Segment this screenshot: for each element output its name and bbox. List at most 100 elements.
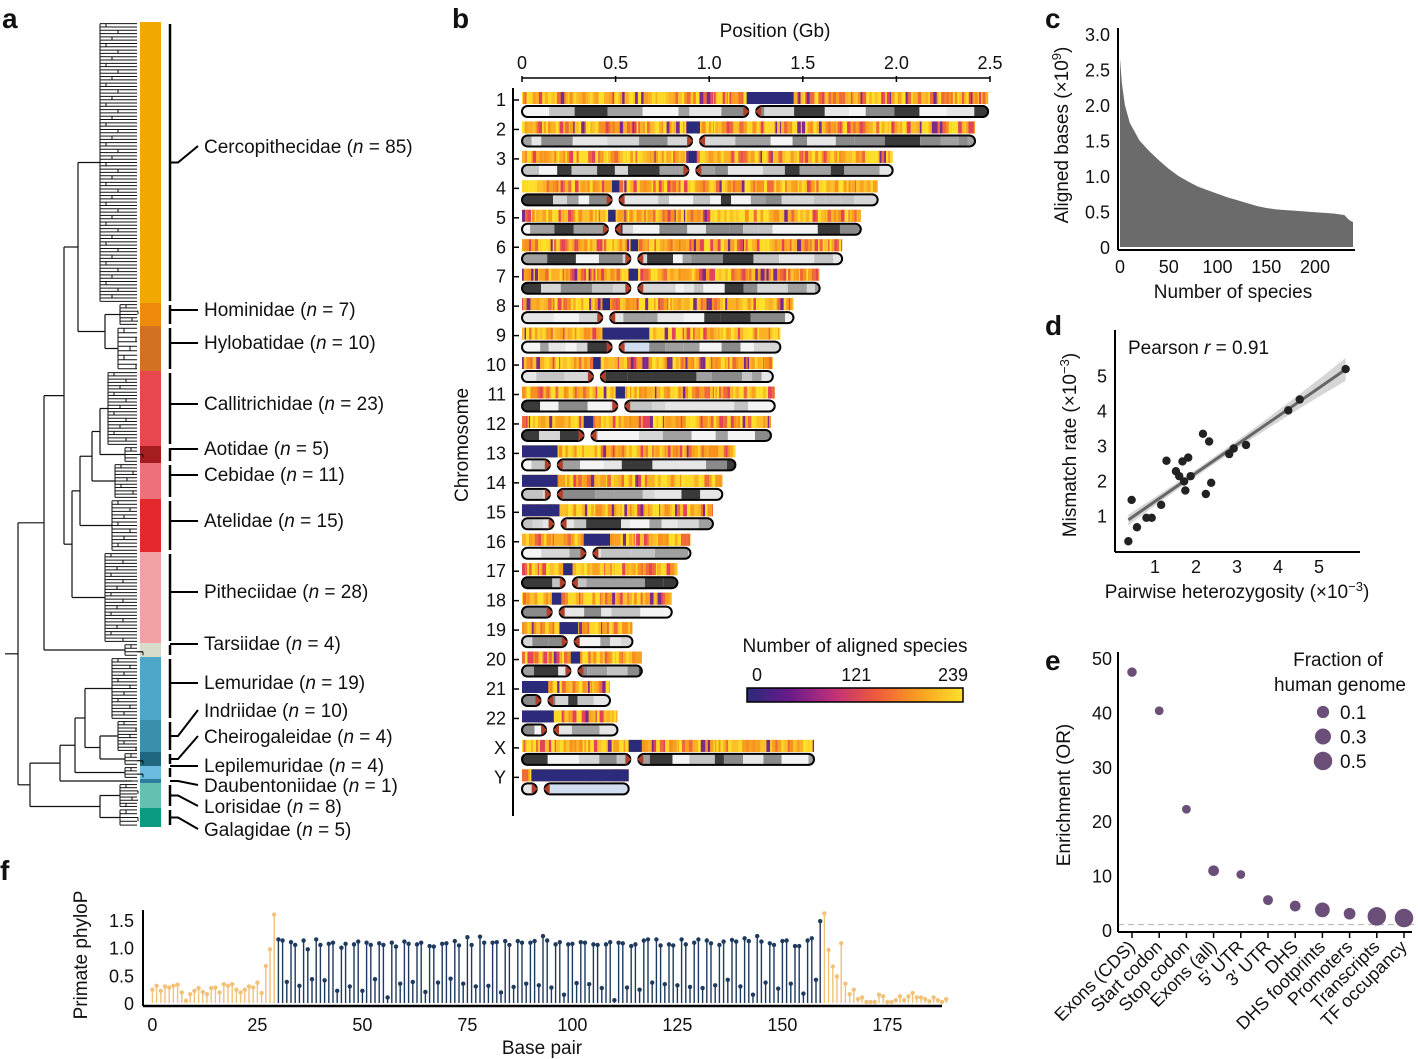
coverage-stripe: [665, 592, 670, 605]
family-name: Daubentoniidae: [204, 776, 337, 797]
coverage-stripe: [971, 92, 973, 104]
count-symbol: n: [284, 511, 295, 532]
coverage-stripe: [705, 180, 707, 193]
coverage-stripe: [527, 180, 532, 193]
family-color-block: [140, 779, 161, 783]
band: [761, 371, 773, 383]
coverage-stripe: [649, 150, 652, 163]
coverage-stripe: [576, 357, 580, 370]
coverage-stripe: [700, 739, 704, 752]
coverage-stripe: [744, 180, 748, 193]
coverage-stripe: [700, 239, 704, 252]
coverage-stripe: [948, 92, 952, 104]
coverage-stripe: [540, 651, 543, 664]
coverage-stripe: [851, 209, 855, 222]
lollipop-head: [515, 938, 520, 944]
coverage-stripe: [546, 533, 549, 546]
coverage-stripe: [541, 533, 544, 546]
lollipop-head: [784, 938, 789, 943]
coverage-stripe: [570, 298, 573, 311]
coverage-stripe: [567, 386, 569, 399]
lollipop-head: [587, 981, 592, 987]
family-name: Tarsiidae: [204, 634, 280, 655]
coverage-stripe: [636, 533, 641, 546]
coverage-stripe: [587, 327, 591, 340]
coverage-stripe: [544, 92, 548, 104]
coverage-stripe: [563, 739, 566, 752]
count-symbol: n: [349, 776, 360, 797]
coverage-stripe: [552, 533, 554, 546]
coverage-stripe: [549, 239, 551, 252]
coverage-stripe: [681, 739, 686, 752]
coverage-stripe: [617, 622, 620, 635]
coverage-stripe: [678, 180, 681, 193]
coverage-stripe: [660, 415, 663, 428]
chromosome-label: 7: [496, 267, 506, 287]
coverage-stripe: [710, 739, 714, 752]
coverage-stripe: [635, 209, 637, 222]
coverage-stripe: [559, 268, 562, 281]
coverage-stripe: [641, 92, 644, 104]
coverage-stripe: [610, 150, 615, 163]
coverage-stripe: [731, 268, 735, 281]
coverage-stripe: [602, 681, 606, 693]
coverage-stripe: [618, 563, 623, 576]
coverage-stripe: [542, 92, 545, 104]
eq: =: [303, 797, 325, 818]
x-tick-label: 175: [872, 1015, 902, 1035]
coverage-stripe: [668, 504, 670, 517]
lollipop-head: [242, 987, 247, 992]
coverage-stripe: [629, 92, 634, 104]
coverage-stripe: [619, 357, 621, 370]
coverage-stripe: [581, 298, 584, 311]
coverage-stripe: [885, 150, 889, 163]
coverage-stripe: [581, 622, 586, 635]
family-label: Callitrichidae (n = 23): [204, 394, 384, 415]
coverage-stripe: [798, 268, 801, 281]
coverage-stripe: [531, 563, 536, 576]
chromosome-22: 22: [486, 708, 619, 737]
coverage-stripe: [773, 298, 776, 311]
coverage-stripe: [621, 533, 623, 546]
band: [522, 253, 548, 265]
coverage-stripe: [689, 298, 694, 311]
coverage-stripe: [659, 239, 663, 252]
coverage-stripe: [756, 209, 761, 222]
coverage-stripe: [618, 474, 622, 487]
coverage-stripe: [653, 327, 657, 340]
data-point: [1204, 437, 1214, 446]
y-tick-label: 0.5: [109, 966, 134, 986]
lollipop-head: [872, 999, 877, 1005]
lollipop-head: [347, 984, 352, 989]
coverage-stripe: [603, 209, 605, 222]
ideogram-bands: [522, 665, 642, 677]
coverage-stripe: [826, 209, 828, 222]
band: [709, 488, 723, 500]
coverage-stripe: [565, 415, 569, 428]
coverage-stripe: [577, 415, 580, 428]
coverage-stripe: [615, 415, 619, 428]
coverage-stripe: [653, 592, 657, 605]
coverage-stripe: [562, 504, 567, 517]
family-name: Galagidae: [204, 820, 291, 841]
band: [555, 695, 569, 706]
coverage-stripe: [564, 180, 569, 193]
coverage-stripe: [596, 239, 600, 252]
coverage-stripe: [603, 445, 606, 458]
coverage-stripe: [559, 504, 563, 517]
lollipop-head: [234, 987, 239, 992]
coverage-stripe: [963, 92, 966, 104]
coverage-stripe: [705, 121, 708, 134]
coverage-stripe: [534, 239, 539, 252]
x-tick-label: 50: [352, 1015, 372, 1035]
paren: (: [277, 701, 289, 722]
coverage-stripe: [742, 739, 746, 752]
count-symbol: n: [293, 797, 304, 818]
lollipop-head: [944, 996, 949, 1002]
coverage-stripe: [633, 180, 637, 193]
coverage-stripe: [757, 268, 761, 281]
lollipop-head: [885, 999, 890, 1005]
coverage-stripe: [648, 504, 650, 517]
coverage-stripe: [866, 150, 871, 163]
coverage-stripe: [688, 386, 692, 399]
